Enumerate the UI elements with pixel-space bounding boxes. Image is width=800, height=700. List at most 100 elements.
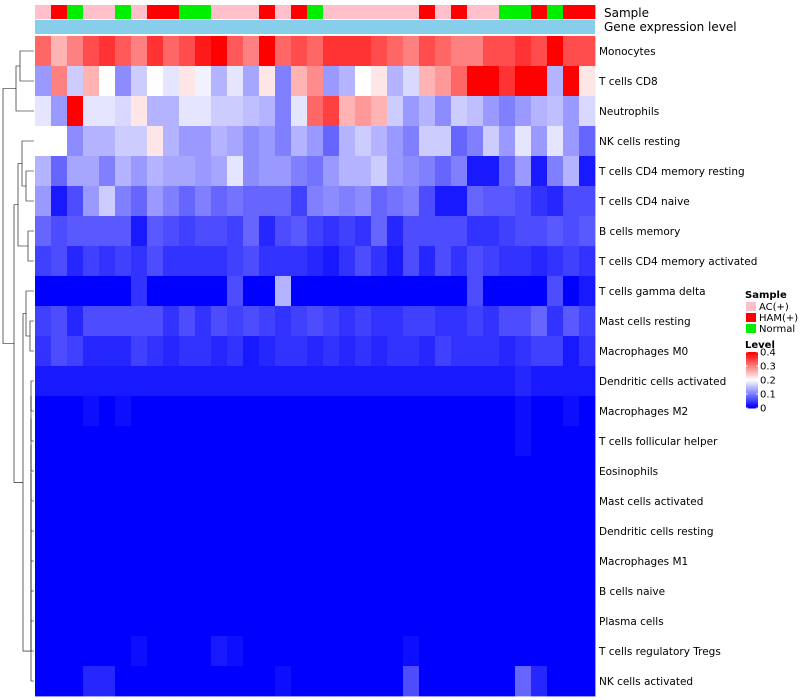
heatmap-cell (355, 606, 372, 637)
row-label: T cells CD4 naive (598, 196, 690, 208)
heatmap-cell (323, 276, 340, 307)
heatmap-cell (531, 336, 548, 367)
heatmap-cell (467, 36, 484, 67)
heatmap-cell (83, 516, 100, 547)
heatmap-cell (35, 606, 52, 637)
heatmap-cell (243, 456, 260, 487)
heatmap-cell (99, 36, 116, 67)
heatmap-cell (67, 36, 84, 67)
heatmap-cell (115, 186, 132, 217)
heatmap-cell (195, 156, 212, 187)
heatmap-cell (371, 666, 388, 697)
heatmap-cell (227, 66, 244, 97)
heatmap-cell (371, 96, 388, 127)
heatmap-cell (435, 486, 452, 517)
level-colorbar-segment (746, 372, 758, 374)
heatmap-cell (451, 576, 468, 607)
heatmap-cell (435, 516, 452, 547)
heatmap-cell (195, 606, 212, 637)
heatmap-cell (435, 426, 452, 457)
level-colorbar-segment (746, 393, 758, 395)
sample-annotation-cell (483, 5, 500, 19)
level-colorbar-segment (746, 353, 758, 355)
heatmap-cell (579, 486, 596, 517)
heatmap-cell (387, 336, 404, 367)
heatmap-cell (51, 486, 68, 517)
heatmap-cell (355, 216, 372, 247)
level-colorbar-segment (746, 398, 758, 400)
heatmap-cell (83, 96, 100, 127)
heatmap-cell (419, 606, 436, 637)
heatmap-cell (51, 216, 68, 247)
heatmap-cell (387, 126, 404, 157)
heatmap-cell (307, 186, 324, 217)
heatmap-cell (227, 336, 244, 367)
heatmap-cell (99, 126, 116, 157)
heatmap-cell (51, 546, 68, 577)
heatmap-cell (339, 546, 356, 577)
heatmap-cell (483, 246, 500, 277)
heatmap-cell (195, 396, 212, 427)
level-tick-label: 0.1 (760, 390, 776, 401)
heatmap-cell (579, 396, 596, 427)
level-colorbar-segment (746, 355, 758, 357)
heatmap-cell (451, 156, 468, 187)
heatmap-cell (515, 66, 532, 97)
heatmap-cell (419, 216, 436, 247)
heatmap-cell (467, 216, 484, 247)
heatmap-cell (355, 246, 372, 277)
heatmap-cell (51, 246, 68, 277)
heatmap-cell (483, 126, 500, 157)
sample-legend-label: Normal (759, 324, 795, 335)
heatmap-cell (227, 636, 244, 667)
heatmap-cell (307, 666, 324, 697)
heatmap-cell (259, 606, 276, 637)
heatmap-cell (499, 576, 516, 607)
heatmap-cell (179, 576, 196, 607)
heatmap-cell (403, 516, 420, 547)
heatmap-cell (419, 576, 436, 607)
heatmap-cell (419, 336, 436, 367)
heatmap-cell (403, 66, 420, 97)
level-colorbar-segment (746, 359, 758, 361)
heatmap-cell (227, 186, 244, 217)
level-colorbar-segment (746, 364, 758, 366)
heatmap-cell (547, 516, 564, 547)
heatmap-cell (67, 366, 84, 397)
heatmap-cell (499, 546, 516, 577)
heatmap-cell (291, 156, 308, 187)
heatmap-cell (531, 246, 548, 277)
sample-annotation-bar (35, 5, 596, 19)
heatmap-cell (339, 606, 356, 637)
row-label: Macrophages M0 (599, 346, 688, 358)
heatmap-cell (547, 156, 564, 187)
heatmap-cell (147, 576, 164, 607)
heatmap-cell (227, 426, 244, 457)
heatmap-cell (435, 576, 452, 607)
heatmap-cell (515, 186, 532, 217)
heatmap-cell (35, 666, 52, 697)
heatmap-cell (307, 396, 324, 427)
sample-annotation-cell (403, 5, 420, 19)
heatmap-cell (483, 516, 500, 547)
heatmap-cell (467, 246, 484, 277)
heatmap-cell (163, 156, 180, 187)
heatmap-cell (211, 366, 228, 397)
heatmap-cell (195, 276, 212, 307)
sample-legend-swatch (746, 302, 756, 311)
heatmap-cell (259, 546, 276, 577)
heatmap-cell (355, 66, 372, 97)
heatmap-cell (467, 306, 484, 337)
expression-annotation-bar (35, 20, 595, 34)
heatmap-cells (35, 36, 596, 697)
heatmap-cell (211, 666, 228, 697)
heatmap-cell (579, 426, 596, 457)
heatmap-cell (67, 216, 84, 247)
heatmap-cell (403, 246, 420, 277)
sample-legend-swatch (746, 324, 756, 333)
heatmap-cell (51, 186, 68, 217)
heatmap-cell (371, 306, 388, 337)
heatmap-cell (419, 486, 436, 517)
sample-annotation-cell (35, 5, 52, 19)
sample-annotation-cell (579, 5, 596, 19)
